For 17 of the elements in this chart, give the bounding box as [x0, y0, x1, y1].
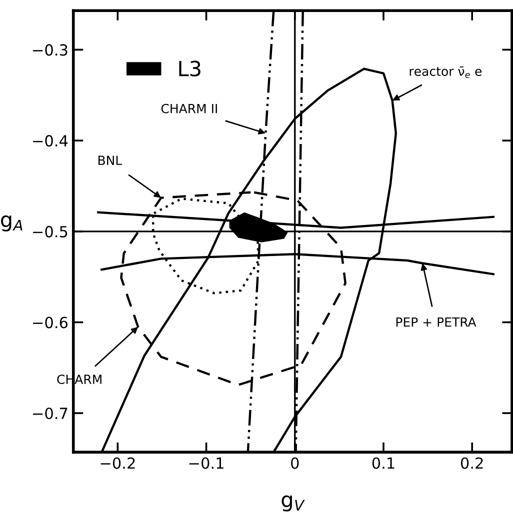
x-tick-label: 0.1 [372, 457, 394, 469]
y-axis-title: g$_{A}$ [1, 215, 22, 232]
y-tick-label: −0.6 [33, 316, 68, 328]
annotation: CHARM II [161, 104, 217, 114]
y-tick-label: −0.3 [33, 44, 68, 56]
x-axis-title: g$_{V}$ [282, 495, 305, 512]
y-tick-label: −0.7 [33, 408, 68, 420]
x-tick-label: 0 [291, 457, 299, 469]
y-tick-label: −0.5 [33, 226, 68, 238]
x-tick-label: 0.2 [460, 457, 483, 469]
annotation: PEP + PETRA [396, 318, 476, 327]
y-tick-label: −0.4 [33, 135, 68, 147]
annotation: reactor ν̄$_{e}$ e [410, 66, 482, 78]
annotation: BNL [98, 156, 122, 165]
x-tick-label: −0.2 [100, 457, 135, 469]
legend-label: L3 [179, 60, 200, 76]
x-tick-label: −0.1 [189, 457, 224, 469]
